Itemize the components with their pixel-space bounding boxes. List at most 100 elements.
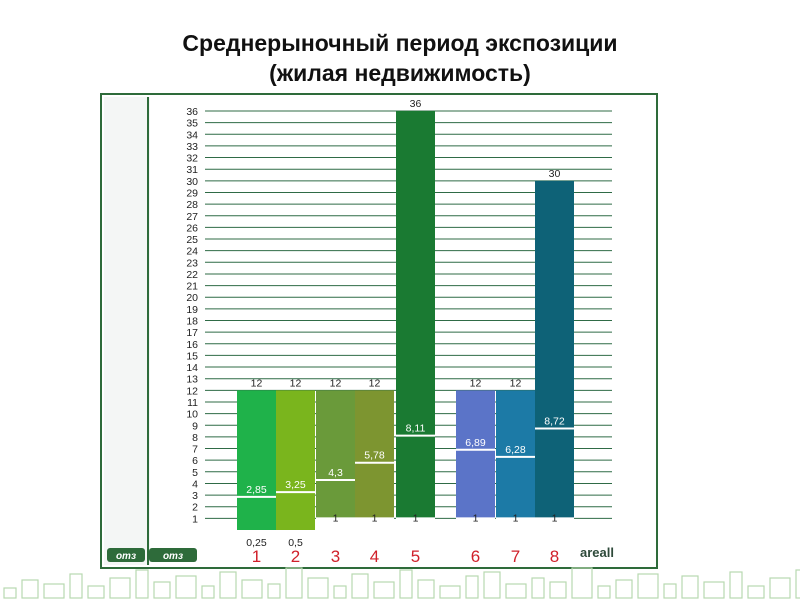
skyline-building: [135, 569, 149, 599]
category-label: 1: [252, 547, 261, 566]
y-tick-label: 19: [186, 304, 198, 316]
skyline-building: [219, 571, 237, 599]
bar: [396, 111, 435, 530]
y-tick-label: 16: [186, 339, 198, 351]
min-value-label: 1: [333, 512, 339, 524]
max-value-label: 12: [290, 377, 302, 389]
bar: [237, 390, 276, 530]
min-band: [496, 517, 535, 531]
skyline-building: [795, 569, 800, 599]
y-tick-label: 26: [186, 222, 198, 234]
y-tick-label: 28: [186, 199, 198, 211]
y-tick-label: 23: [186, 257, 198, 269]
category-label: 3: [331, 547, 340, 566]
skyline-building: [571, 567, 593, 599]
skyline-building: [399, 569, 413, 599]
min-value-label: 0,25: [246, 537, 267, 549]
chart-title-line-2: (жилая недвижимость): [269, 60, 531, 86]
y-tick-label: 29: [186, 187, 198, 199]
logo-badge-right: [149, 548, 197, 562]
skyline-building: [175, 575, 197, 599]
y-tick-label: 1: [192, 513, 198, 525]
skyline-building: [21, 579, 39, 599]
skyline-building: [729, 571, 743, 599]
avg-value-label: 3,25: [285, 479, 306, 491]
category-label: 6: [471, 547, 480, 566]
max-value-label: 12: [470, 377, 482, 389]
category-label: 4: [370, 547, 379, 566]
y-tick-label: 10: [186, 409, 198, 421]
skyline-building: [769, 577, 791, 599]
y-tick-label: 4: [192, 478, 198, 490]
skyline-building: [351, 573, 369, 599]
category-label: 5: [411, 547, 420, 566]
y-tick-label: 3: [192, 490, 198, 502]
skyline-building: [505, 583, 527, 599]
y-tick-label: 20: [186, 292, 198, 304]
skyline-building: [267, 583, 281, 599]
avg-value-label: 4,3: [328, 467, 343, 479]
y-tick-label: 15: [186, 350, 198, 362]
chart-title: Среднерыночный период экспозиции (жилая …: [0, 28, 800, 88]
skyline-building: [663, 583, 677, 599]
logo-badge-left: [107, 548, 145, 562]
skyline-building: [241, 579, 263, 599]
y-tick-label: 9: [192, 420, 198, 432]
brand-watermark: areall: [580, 545, 614, 560]
y-tick-label: 25: [186, 234, 198, 246]
y-tick-label: 5: [192, 467, 198, 479]
category-label: 7: [511, 547, 520, 566]
skyline-building: [483, 571, 501, 599]
min-value-label: 1: [372, 512, 378, 524]
skyline-building: [417, 579, 435, 599]
chart-title-line-1: Среднерыночный период экспозиции: [182, 30, 618, 56]
bar: [355, 390, 394, 530]
min-band: [355, 517, 394, 531]
min-band: [535, 517, 574, 531]
y-tick-label: 14: [186, 362, 198, 374]
skyline-building: [201, 585, 215, 599]
skyline-building: [465, 575, 479, 599]
skyline-building: [703, 581, 725, 599]
y-tick-label: 34: [186, 129, 198, 141]
logo-left-text: omз: [116, 551, 136, 562]
avg-value-label: 2,85: [246, 484, 267, 496]
logo-right-text: omз: [163, 551, 183, 562]
y-tick-label: 36: [186, 106, 198, 118]
y-tick-label: 21: [186, 281, 198, 293]
max-value-label: 12: [369, 377, 381, 389]
avg-value-label: 6,28: [505, 444, 526, 456]
y-tick-label: 13: [186, 374, 198, 386]
y-tick-label: 32: [186, 153, 198, 165]
y-tick-label: 2: [192, 502, 198, 514]
category-label: 8: [550, 547, 559, 566]
min-band: [316, 517, 355, 531]
skyline-building: [747, 585, 765, 599]
min-value-label: 1: [552, 512, 558, 524]
category-label: 2: [291, 547, 300, 566]
min-value-label: 1: [513, 512, 519, 524]
skyline-building: [681, 575, 699, 599]
y-tick-label: 35: [186, 118, 198, 130]
max-value-label: 36: [410, 98, 422, 110]
min-value-label: 0,5: [288, 537, 303, 549]
skyline-building: [637, 573, 659, 599]
bar: [316, 390, 355, 530]
y-tick-label: 6: [192, 455, 198, 467]
skyline-building: [109, 577, 131, 599]
y-tick-label: 30: [186, 176, 198, 188]
y-tick-label: 33: [186, 141, 198, 153]
bar: [276, 390, 315, 530]
skyline-building: [597, 585, 611, 599]
skyline-building: [43, 583, 65, 599]
min-value-label: 1: [473, 512, 479, 524]
y-tick-label: 22: [186, 269, 198, 281]
bar: [456, 390, 495, 530]
skyline-building: [3, 587, 17, 599]
y-tick-label: 11: [187, 397, 198, 409]
y-tick-label: 18: [186, 316, 198, 328]
skyline-building: [333, 585, 347, 599]
skyline-building: [307, 577, 329, 599]
y-tick-label: 31: [186, 164, 198, 176]
